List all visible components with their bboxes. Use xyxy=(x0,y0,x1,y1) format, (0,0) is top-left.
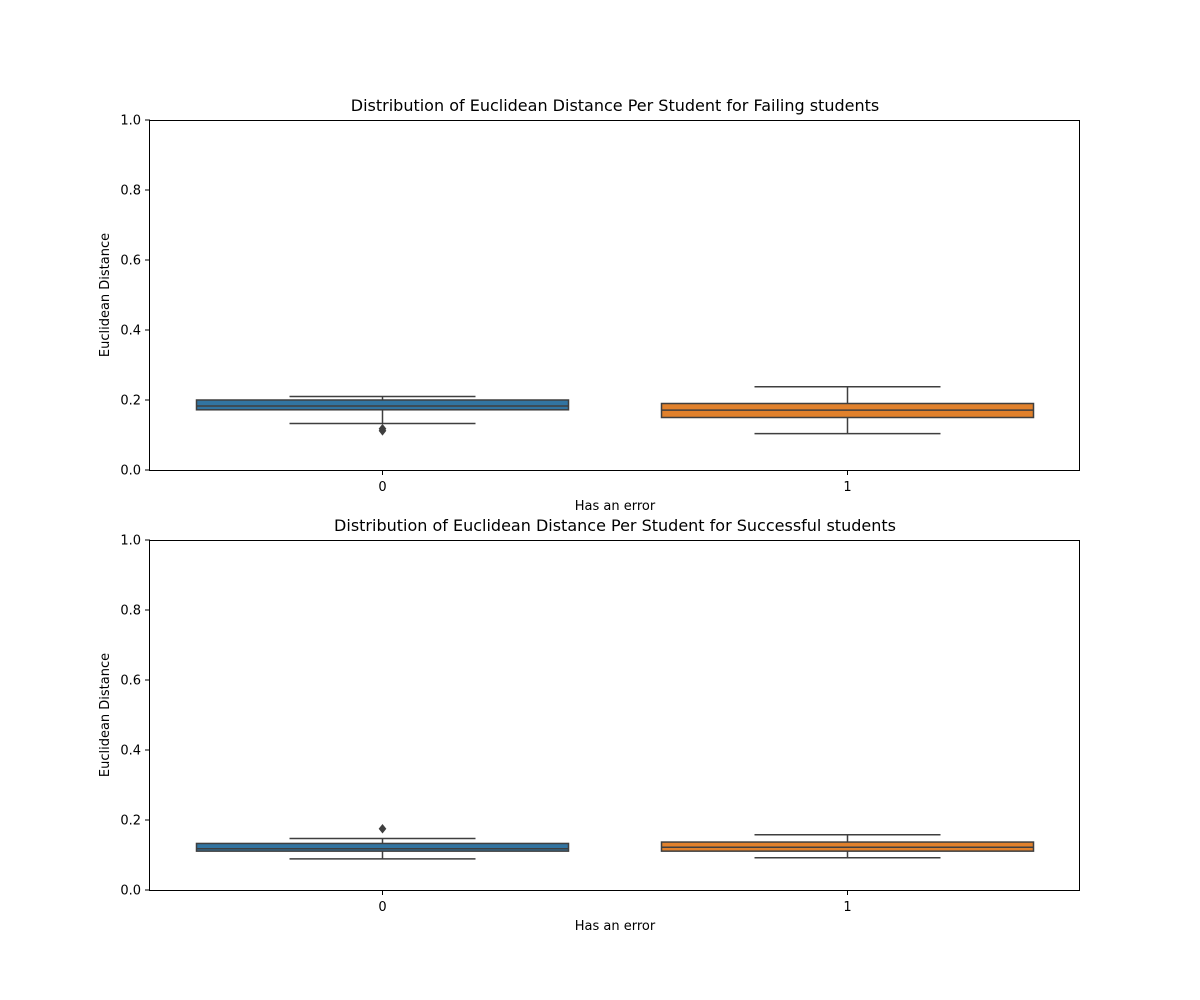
y-tick-label: 0.8 xyxy=(120,604,141,619)
outlier-point xyxy=(378,823,387,834)
boxplot-marks xyxy=(195,823,1035,860)
panel-title: Distribution of Euclidean Distance Per S… xyxy=(351,96,879,115)
y-ticks: 0.0 0.2 0.4 0.6 0.8 1.0 xyxy=(120,114,150,479)
y-tick-label: 0.6 xyxy=(120,674,141,689)
box-group-0 xyxy=(195,395,570,436)
iqr-box xyxy=(195,399,570,411)
panel-successful-students: Distribution of Euclidean Distance Per S… xyxy=(98,516,1080,934)
y-tick-label: 0.4 xyxy=(120,324,141,339)
y-tick-label: 0.0 xyxy=(120,464,141,479)
plot-frame xyxy=(149,120,1080,471)
y-tick-label: 1.0 xyxy=(120,114,141,129)
x-tick-label: 0 xyxy=(378,900,386,915)
y-tick-label: 0.6 xyxy=(120,254,141,269)
y-tick-label: 0.8 xyxy=(120,184,141,199)
x-axis-label: Has an error xyxy=(575,919,656,934)
boxplot-marks xyxy=(195,385,1035,436)
x-axis-label: Has an error xyxy=(575,499,656,514)
x-tick-label: 0 xyxy=(378,480,386,495)
y-axis-label: Euclidean Distance xyxy=(98,653,113,777)
box-group-1 xyxy=(660,833,1035,859)
y-tick-label: 0.2 xyxy=(120,814,141,829)
x-tick-label: 1 xyxy=(843,900,851,915)
panel-failing-students: Distribution of Euclidean Distance Per S… xyxy=(98,96,1080,514)
y-ticks: 0.0 0.2 0.4 0.6 0.8 1.0 xyxy=(120,534,150,899)
outlier-point xyxy=(378,423,387,434)
y-axis-label: Euclidean Distance xyxy=(98,233,113,357)
box-group-1 xyxy=(660,385,1035,435)
x-tick-label: 1 xyxy=(843,480,851,495)
y-tick-label: 0.0 xyxy=(120,884,141,899)
plot-frame xyxy=(149,540,1080,891)
y-tick-label: 1.0 xyxy=(120,534,141,549)
y-tick-label: 0.2 xyxy=(120,394,141,409)
y-tick-label: 0.4 xyxy=(120,744,141,759)
iqr-box xyxy=(195,842,570,852)
box-group-0 xyxy=(195,823,570,860)
panel-title: Distribution of Euclidean Distance Per S… xyxy=(334,516,896,535)
